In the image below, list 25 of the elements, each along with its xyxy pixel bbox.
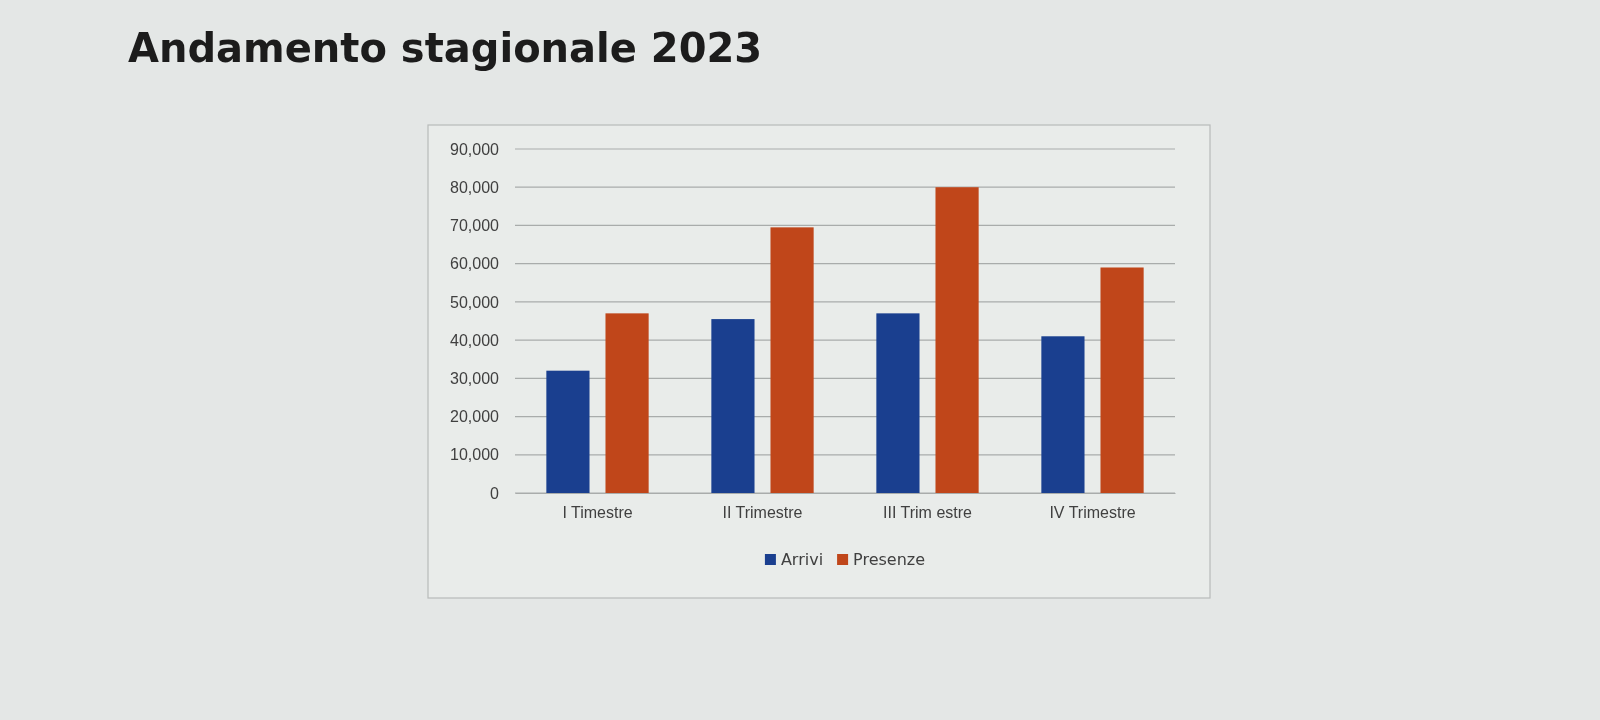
y-tick-label: 80,000: [450, 178, 500, 196]
bar: [605, 313, 649, 493]
bar: [876, 313, 920, 493]
y-tick-label: 20,000: [450, 408, 500, 426]
y-tick-label: 60,000: [450, 255, 500, 273]
bar: [1041, 336, 1085, 493]
y-tick-label: 50,000: [450, 293, 500, 311]
x-tick-label: II Trimestre: [722, 504, 803, 522]
x-tick-label: III Trim estre: [883, 504, 973, 522]
y-tick-label: 10,000: [450, 446, 500, 464]
y-tick-label: 30,000: [450, 369, 500, 387]
legend-label: Presenze: [853, 550, 926, 569]
y-tick-label: 90,000: [450, 140, 500, 158]
y-tick-label: 0: [490, 484, 500, 502]
y-tick-label: 70,000: [450, 217, 500, 235]
x-tick-label: I Timestre: [562, 504, 633, 522]
bar: [711, 319, 755, 493]
bar: [770, 227, 814, 493]
bar: [1100, 267, 1144, 493]
legend-label: Arrivi: [780, 550, 824, 569]
y-tick-label: 40,000: [450, 331, 500, 349]
x-tick-label: IV Trimestre: [1049, 504, 1136, 522]
bar: [935, 187, 979, 493]
chart-title: Andamento stagionale 2023: [128, 25, 763, 71]
bar: [546, 370, 590, 493]
